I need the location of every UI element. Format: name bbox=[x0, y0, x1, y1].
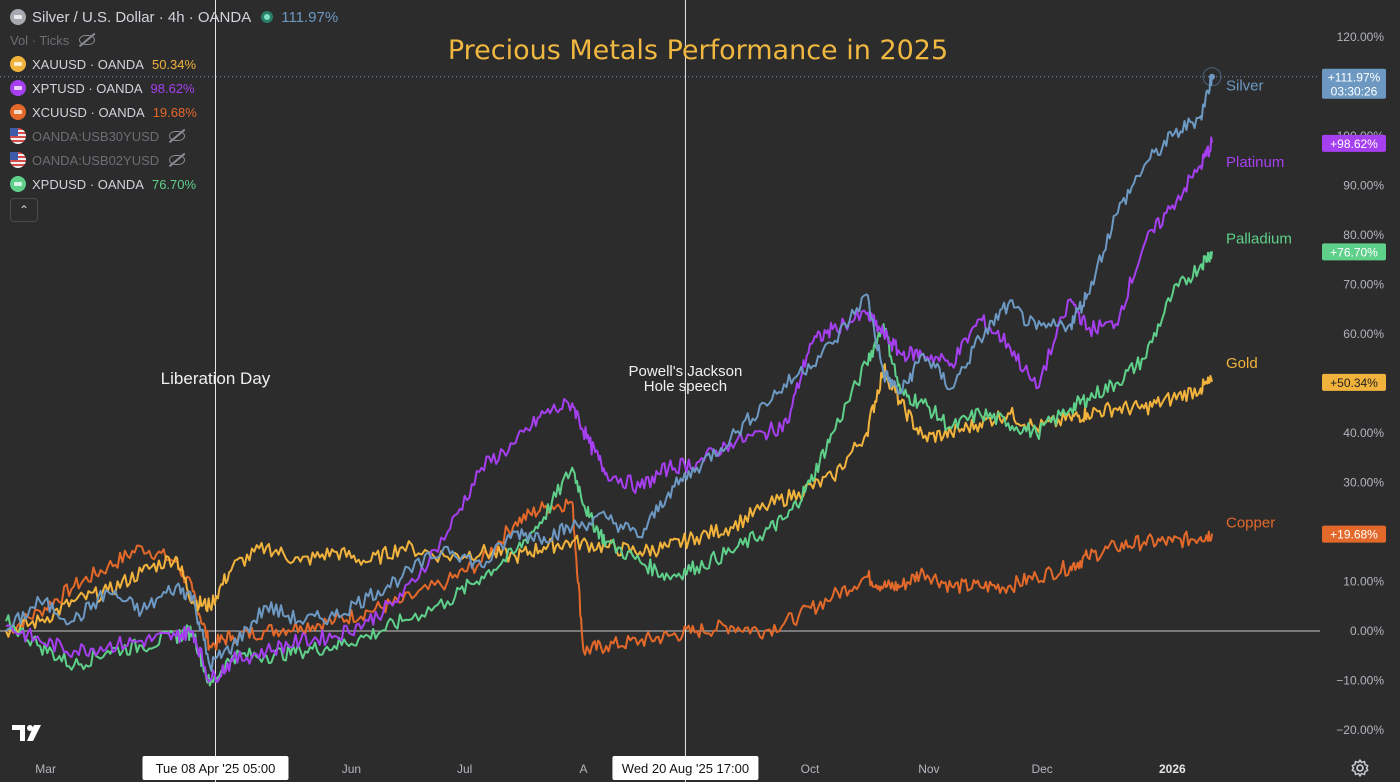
volume-label: Vol · Ticks bbox=[10, 32, 70, 48]
crosshair-date-box bbox=[142, 756, 289, 780]
last-value-text: +76.70% bbox=[1330, 245, 1378, 259]
gold-icon bbox=[10, 56, 26, 72]
last-value-badge bbox=[1322, 525, 1386, 543]
x-tick-label: Oct bbox=[801, 762, 820, 776]
volume-row[interactable]: Vol · Ticks bbox=[10, 28, 338, 52]
last-value-badge bbox=[1322, 243, 1386, 261]
event-annotation: Hole speech bbox=[644, 378, 727, 395]
countdown-text: 03:30:26 bbox=[1331, 85, 1378, 99]
legend-value: 76.70% bbox=[151, 176, 197, 192]
legend-row[interactable]: XCUUSD · OANDA 19.68% bbox=[10, 100, 338, 124]
settings-gear-icon[interactable] bbox=[1350, 758, 1370, 778]
series-label: Palladium bbox=[1226, 230, 1292, 247]
legend-row[interactable]: OANDA:USB02YUSD bbox=[10, 148, 338, 172]
legend-symbol: OANDA:USB02YUSD bbox=[32, 152, 160, 168]
tradingview-logo bbox=[12, 725, 41, 741]
y-tick-label: 80.00% bbox=[1343, 228, 1384, 242]
chevron-up-icon: ⌃ bbox=[18, 203, 30, 217]
series-line-platinum bbox=[5, 136, 1213, 683]
event-annotation: Powell's Jackson bbox=[629, 363, 743, 380]
series-line-gold bbox=[5, 363, 1213, 638]
x-tick-label: A bbox=[580, 762, 588, 776]
y-tick-label: 0.00% bbox=[1350, 624, 1384, 638]
x-tick-label: Nov bbox=[918, 762, 939, 776]
main-series-value: 111.97% bbox=[281, 8, 339, 26]
last-value-text: +50.34% bbox=[1330, 376, 1378, 390]
legend-row[interactable]: OANDA:USB30YUSD bbox=[10, 124, 338, 148]
hidden-eye-icon[interactable] bbox=[169, 131, 186, 141]
collapse-legend-button[interactable]: ⌃ bbox=[10, 198, 38, 222]
y-tick-label: 10.00% bbox=[1343, 575, 1384, 589]
series-line-palladium bbox=[5, 251, 1213, 687]
legend-symbol: XAUUSD · OANDA bbox=[32, 56, 144, 72]
last-value-badge bbox=[1322, 134, 1386, 152]
market-status-icon bbox=[261, 11, 274, 23]
last-point-dot bbox=[1209, 73, 1215, 80]
y-tick-label: −20.00% bbox=[1336, 723, 1384, 737]
series-label: Copper bbox=[1226, 515, 1275, 532]
y-tick-label: 90.00% bbox=[1343, 179, 1384, 193]
legend-value: 19.68% bbox=[152, 104, 197, 120]
x-tick-label: Jul bbox=[457, 762, 472, 776]
silver-icon bbox=[10, 9, 26, 25]
platinum-icon bbox=[10, 80, 26, 96]
last-value-badge bbox=[1322, 373, 1386, 391]
y-tick-label: 70.00% bbox=[1343, 278, 1384, 292]
x-tick-label: Mar bbox=[35, 762, 56, 776]
x-tick-label: 2026 bbox=[1159, 762, 1186, 776]
legend-row[interactable]: XPDUSD · OANDA 76.70% bbox=[10, 172, 338, 196]
legend: Silver / U.S. Dollar · 4h · OANDA 111.97… bbox=[10, 6, 338, 222]
series-line-silver bbox=[5, 75, 1213, 672]
legend-value: 98.62% bbox=[150, 80, 195, 96]
last-value-badge bbox=[1322, 68, 1386, 99]
legend-symbol: XCUUSD · OANDA bbox=[32, 104, 145, 120]
legend-value: 50.34% bbox=[151, 56, 197, 72]
x-tick-label: Dec bbox=[1031, 762, 1052, 776]
y-tick-label: 30.00% bbox=[1343, 476, 1384, 490]
last-value-text: +19.68% bbox=[1330, 528, 1378, 542]
hidden-eye-icon[interactable] bbox=[169, 155, 186, 165]
copper-icon bbox=[10, 104, 26, 120]
last-value-text: +98.62% bbox=[1330, 137, 1378, 151]
legend-symbol: XPDUSD · OANDA bbox=[32, 176, 144, 192]
crosshair-date-box bbox=[612, 756, 759, 780]
event-annotation: Liberation Day bbox=[161, 369, 271, 388]
main-series-title: Silver / U.S. Dollar · 4h · OANDA bbox=[32, 8, 252, 26]
y-tick-label: 40.00% bbox=[1343, 426, 1384, 440]
main-series-row[interactable]: Silver / U.S. Dollar · 4h · OANDA 111.97… bbox=[10, 6, 338, 28]
crosshair-date-label: Tue 08 Apr '25 05:00 bbox=[156, 761, 276, 776]
series-line-copper bbox=[5, 498, 1213, 656]
crosshair-date-label: Wed 20 Aug '25 17:00 bbox=[622, 761, 749, 776]
y-tick-label: 60.00% bbox=[1343, 327, 1384, 341]
palladium-icon bbox=[10, 176, 26, 192]
chart-title: Precious Metals Performance in 2025 bbox=[448, 35, 948, 66]
last-value-text: +111.97% bbox=[1328, 71, 1381, 85]
y-tick-label: 120.00% bbox=[1337, 30, 1385, 44]
y-tick-label: −10.00% bbox=[1336, 674, 1384, 688]
series-label: Platinum bbox=[1226, 154, 1284, 171]
legend-symbol: XPTUSD · OANDA bbox=[32, 80, 143, 96]
series-label: Silver bbox=[1226, 78, 1264, 95]
x-tick-label: Jun bbox=[342, 762, 361, 776]
hidden-eye-icon[interactable] bbox=[79, 35, 96, 45]
legend-row[interactable]: XAUUSD · OANDA 50.34% bbox=[10, 52, 338, 76]
legend-symbol: OANDA:USB30YUSD bbox=[32, 128, 160, 144]
legend-row[interactable]: XPTUSD · OANDA 98.62% bbox=[10, 76, 338, 100]
us-flag-icon bbox=[10, 152, 26, 168]
series-label: Gold bbox=[1226, 355, 1258, 372]
us-flag-icon bbox=[10, 128, 26, 144]
last-point-halo bbox=[1202, 67, 1222, 87]
